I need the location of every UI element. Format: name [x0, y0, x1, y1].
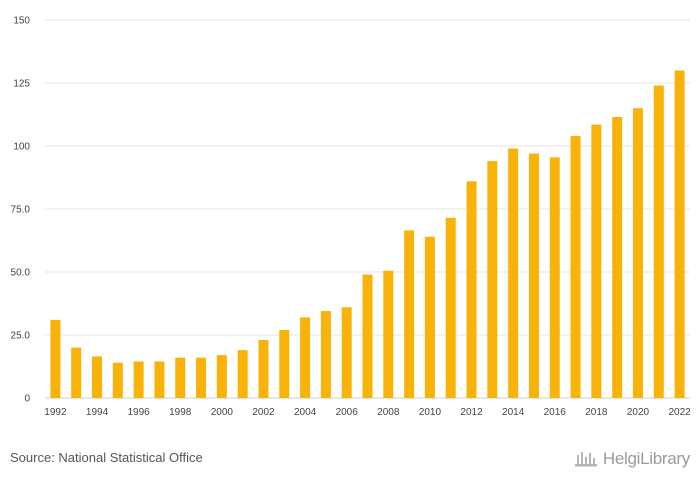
bars: [50, 70, 685, 399]
bar-1999[interactable]: [196, 357, 207, 398]
x-tick-label: 2020: [627, 407, 650, 418]
x-tick-label: 2002: [252, 407, 275, 418]
bar-2006[interactable]: [341, 307, 352, 398]
bar-1995[interactable]: [112, 362, 123, 398]
bar-2010[interactable]: [424, 236, 435, 398]
library-icon: [574, 452, 597, 467]
bar-1993[interactable]: [71, 347, 82, 398]
y-tick-label: 150: [13, 16, 30, 27]
y-tick-label: 25.0: [11, 331, 31, 342]
x-tick-label: 1996: [128, 407, 151, 418]
x-tick-label: 2004: [294, 407, 317, 418]
bar-1998[interactable]: [175, 357, 186, 398]
y-tick-label: 75.0: [11, 205, 31, 216]
x-tick-label: 2010: [419, 407, 442, 418]
bar-1996[interactable]: [133, 361, 144, 398]
x-tick-label: 1992: [44, 407, 67, 418]
bar-2007[interactable]: [362, 274, 373, 398]
bar-2018[interactable]: [591, 124, 602, 398]
bar-2016[interactable]: [549, 157, 560, 398]
x-tick-label: 2014: [502, 407, 525, 418]
bar-2012[interactable]: [466, 181, 477, 398]
y-tick-label: 50.0: [11, 268, 31, 279]
x-tick-label: 2022: [668, 407, 691, 418]
x-tick-label: 2006: [336, 407, 359, 418]
bar-2020[interactable]: [632, 108, 643, 398]
y-tick-label: 125: [13, 79, 30, 90]
bar-chart: 0 25.0 50.0 75.0 100 125 150 1992 1994 1996 1998 2…: [11, 16, 692, 419]
bar-2014[interactable]: [508, 148, 519, 398]
bar-2019[interactable]: [612, 117, 623, 399]
x-tick-label: 1994: [86, 407, 109, 418]
x-tick-label: 2012: [460, 407, 483, 418]
x-tick-label: 2018: [585, 407, 608, 418]
bar-2001[interactable]: [237, 350, 248, 398]
x-tick-label: 2008: [377, 407, 400, 418]
bar-2022[interactable]: [674, 70, 685, 399]
bar-1992[interactable]: [50, 319, 61, 398]
bar-2000[interactable]: [216, 355, 227, 398]
bar-2015[interactable]: [528, 153, 539, 398]
x-tick-label: 1998: [169, 407, 192, 418]
x-tick-label: 2016: [544, 407, 567, 418]
bar-2011[interactable]: [445, 217, 456, 398]
x-axis: 1992 1994 1996 1998 2000 2002 2004 2006 2008 2010…: [44, 407, 691, 418]
brand-name: HelgiLibrary: [602, 449, 690, 468]
bar-2003[interactable]: [279, 329, 290, 398]
x-tick-label: 2000: [211, 407, 234, 418]
bar-2021[interactable]: [653, 85, 664, 399]
bar-1997[interactable]: [154, 361, 165, 398]
source-note: Source: National Statistical Office: [10, 450, 203, 465]
y-tick-label: 100: [13, 142, 30, 153]
bar-2004[interactable]: [300, 317, 311, 398]
bar-2009[interactable]: [404, 230, 415, 398]
y-tick-label: 0: [24, 394, 30, 405]
bar-2005[interactable]: [320, 311, 331, 398]
bar-2002[interactable]: [258, 340, 269, 398]
brand-logo: HelgiLibrary: [573, 449, 690, 469]
bar-2017[interactable]: [570, 135, 581, 399]
bar-2008[interactable]: [383, 270, 394, 398]
y-axis: 0 25.0 50.0 75.0 100 125 150: [11, 16, 31, 405]
bar-2013[interactable]: [487, 161, 498, 398]
gridlines: [45, 19, 690, 399]
bar-1994[interactable]: [92, 356, 103, 398]
